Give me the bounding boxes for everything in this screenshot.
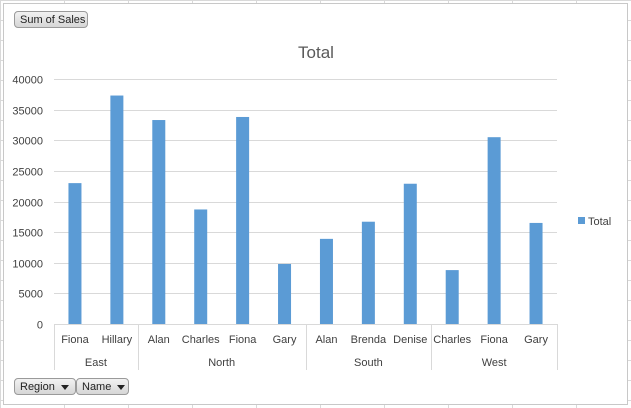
bar	[319, 238, 333, 324]
x-tick-label: Fiona	[229, 334, 257, 346]
x-tick-label: Gary	[524, 334, 548, 346]
y-tick-label: 15000	[12, 228, 43, 240]
bar	[152, 120, 166, 324]
legend-label-total: Total	[588, 216, 611, 228]
x-tick-label: Charles	[182, 334, 220, 346]
bar	[278, 263, 292, 324]
bar	[445, 270, 459, 324]
bar	[487, 137, 501, 324]
group-label: East	[85, 357, 107, 369]
x-tick-label: Brenda	[351, 334, 387, 346]
x-tick-label: Denise	[393, 334, 427, 346]
group-label: South	[354, 357, 383, 369]
x-tick-label: Fiona	[480, 334, 508, 346]
bar	[361, 221, 375, 324]
y-tick-label: 5000	[19, 289, 43, 301]
chart-area	[3, 3, 628, 405]
bar	[194, 209, 208, 324]
region-label: Region	[20, 381, 55, 393]
group-label: North	[208, 357, 235, 369]
sum-of-sales-field-button[interactable]: Sum of Sales	[14, 11, 88, 28]
x-tick-label: Alan	[148, 334, 170, 346]
name-filter-button[interactable]: Name	[76, 378, 129, 395]
chevron-down-icon	[117, 384, 126, 390]
bar	[68, 183, 82, 324]
legend: Total	[578, 216, 611, 228]
chart-title: Total	[298, 43, 334, 62]
y-axis: 0 5000 10000 15000 20000 25000 30000 35000 40000	[12, 75, 43, 332]
bar	[529, 222, 543, 324]
group-label: West	[482, 357, 507, 369]
y-tick-label: 30000	[12, 136, 43, 148]
y-tick-label: 40000	[12, 75, 43, 87]
x-tick-label: Alan	[315, 334, 337, 346]
gridlines	[54, 79, 557, 325]
x-axis: Fiona Hillary Alan Charles Fiona Gary Alan Bren…	[54, 324, 558, 370]
region-filter-button[interactable]: Region	[14, 378, 76, 395]
sum-of-sales-label: Sum of Sales	[20, 14, 86, 26]
name-label: Name	[82, 381, 112, 393]
bar	[110, 95, 124, 324]
y-tick-label: 0	[37, 320, 43, 332]
bar	[403, 183, 417, 324]
y-tick-label: 35000	[12, 106, 43, 118]
y-tick-label: 10000	[12, 259, 43, 271]
chevron-down-icon	[60, 384, 69, 390]
bars	[68, 95, 543, 324]
legend-swatch	[578, 217, 585, 224]
x-tick-label: Gary	[273, 334, 297, 346]
y-tick-label: 25000	[12, 167, 43, 179]
x-tick-label: Charles	[433, 334, 471, 346]
x-tick-label: Hillary	[102, 334, 133, 346]
x-tick-label: Fiona	[61, 334, 89, 346]
y-tick-label: 20000	[12, 198, 43, 210]
bar	[236, 116, 250, 324]
